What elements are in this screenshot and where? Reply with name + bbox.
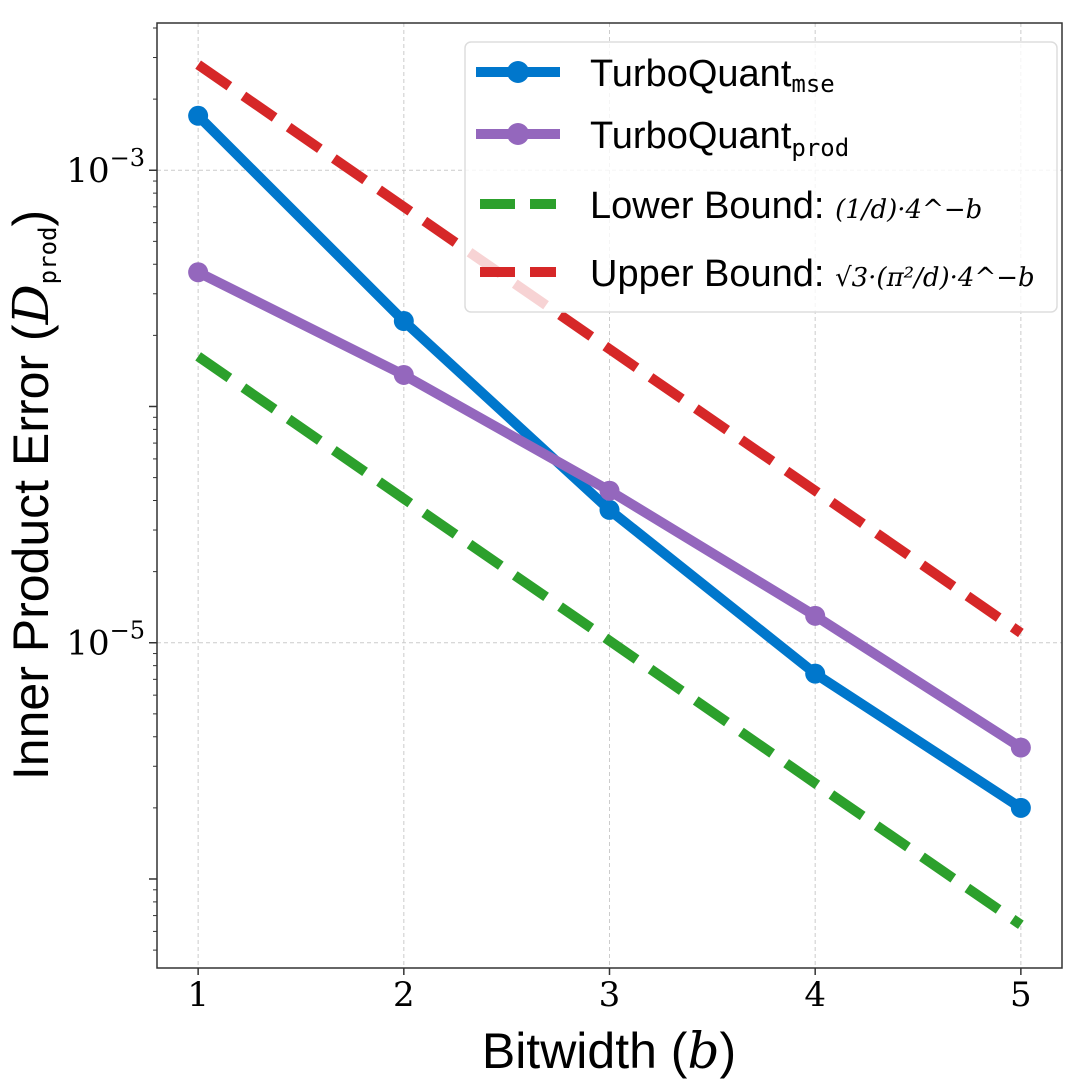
y-tick-label: 10−3: [66, 144, 145, 191]
x-tick-label: 5: [1010, 975, 1032, 1015]
series-line-3: [195, 60, 1024, 638]
data-point: [1010, 737, 1031, 758]
data-point: [1010, 797, 1031, 818]
x-tick-label: 4: [804, 975, 826, 1015]
legend-entry-lower-bound: Lower Bound: (1/d)·4^−b: [480, 185, 982, 227]
ticks: 1 2 3 4 5 10−3 10−5: [66, 27, 1032, 1015]
x-axis-label: Bitwidth (b): [482, 1022, 736, 1080]
legend-entry-mse: TurboQuantmse: [476, 53, 835, 98]
y-tick-label: 10−5: [66, 617, 145, 664]
svg-text:Lower Bound: (1/d)·4^−b: Lower Bound: (1/d)·4^−b: [590, 185, 982, 227]
data-point: [188, 105, 209, 126]
legend-box: [464, 41, 1058, 313]
y-axis-label: Inner Product Error (Dprod): [2, 210, 62, 780]
data-point: [188, 262, 209, 283]
series-line-2: [195, 352, 1024, 929]
series-layer: [188, 60, 1031, 929]
data-point: [805, 663, 826, 684]
svg-text:TurboQuantmse: TurboQuantmse: [590, 53, 835, 98]
svg-text:TurboQuantprod: TurboQuantprod: [590, 115, 849, 162]
data-point: [599, 480, 620, 501]
legend: TurboQuantmse TurboQuantprod Lower Bound…: [464, 41, 1058, 313]
legend-entry-upper-bound: Upper Bound: √3·(π²/d)·4^−b: [480, 253, 1035, 295]
svg-text:Upper Bound: √3·(π²/d)·4^−b: Upper Bound: √3·(π²/d)·4^−b: [590, 253, 1035, 295]
data-point: [393, 311, 414, 332]
x-tick-label: 3: [599, 975, 621, 1015]
x-tick-label: 2: [393, 975, 415, 1015]
data-point: [805, 605, 826, 626]
x-tick-label: 1: [187, 975, 209, 1015]
data-point: [393, 364, 414, 385]
data-point: [599, 499, 620, 520]
legend-entry-prod: TurboQuantprod: [476, 115, 849, 162]
